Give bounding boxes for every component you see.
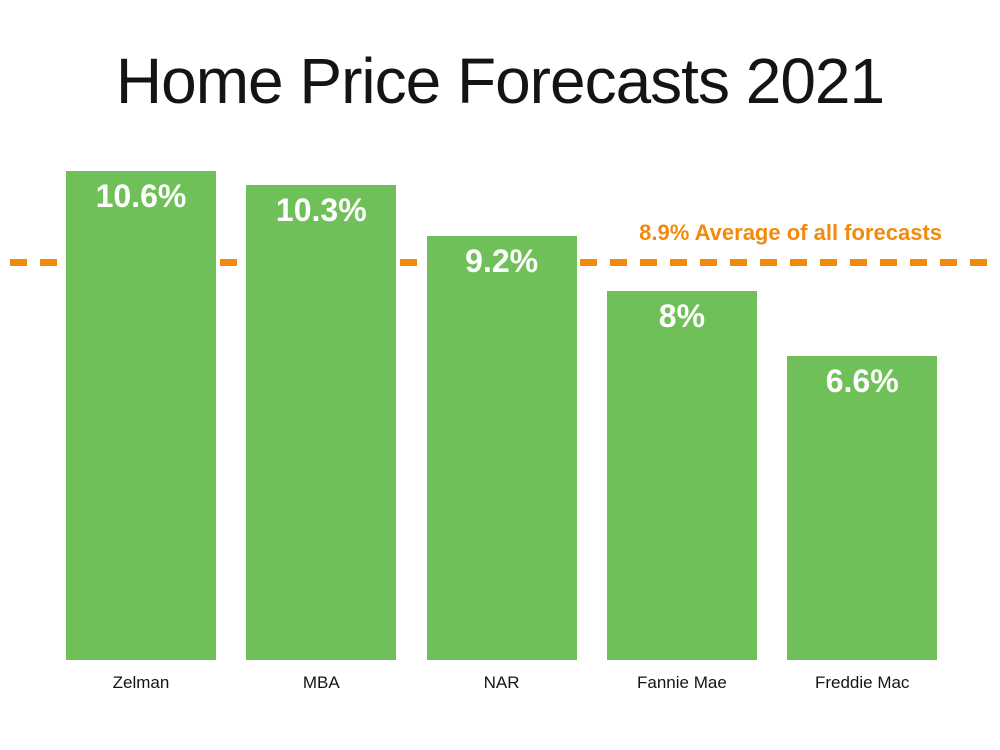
category-label-freddie-mac: Freddie Mac: [814, 673, 910, 692]
bar-freddie-mac: 6.6%: [787, 355, 938, 660]
bar-fannie-mae: 8%: [606, 291, 757, 660]
average-line-label: 8.9% Average of all forecasts: [639, 220, 942, 245]
category-label-nar: NAR: [483, 673, 520, 692]
bar-value-label-nar: 9.2%: [465, 242, 539, 279]
bar-mba: 10.3%: [246, 185, 397, 660]
category-label-fannie-mae: Fannie Mae: [637, 673, 727, 692]
bar-nar: 9.2%: [426, 235, 577, 660]
bar-zelman: 10.6%: [66, 171, 216, 660]
category-label-mba: MBA: [302, 673, 340, 692]
bar-value-label-zelman: 10.6%: [95, 178, 187, 215]
bar-value-label-mba: 10.3%: [275, 192, 367, 229]
bar-value-label-freddie-mac: 6.6%: [825, 362, 899, 399]
category-label-zelman: Zelman: [112, 673, 170, 692]
chart-title: Home Price Forecasts 2021: [115, 45, 885, 117]
bar-value-label-fannie-mae: 8%: [658, 298, 706, 335]
